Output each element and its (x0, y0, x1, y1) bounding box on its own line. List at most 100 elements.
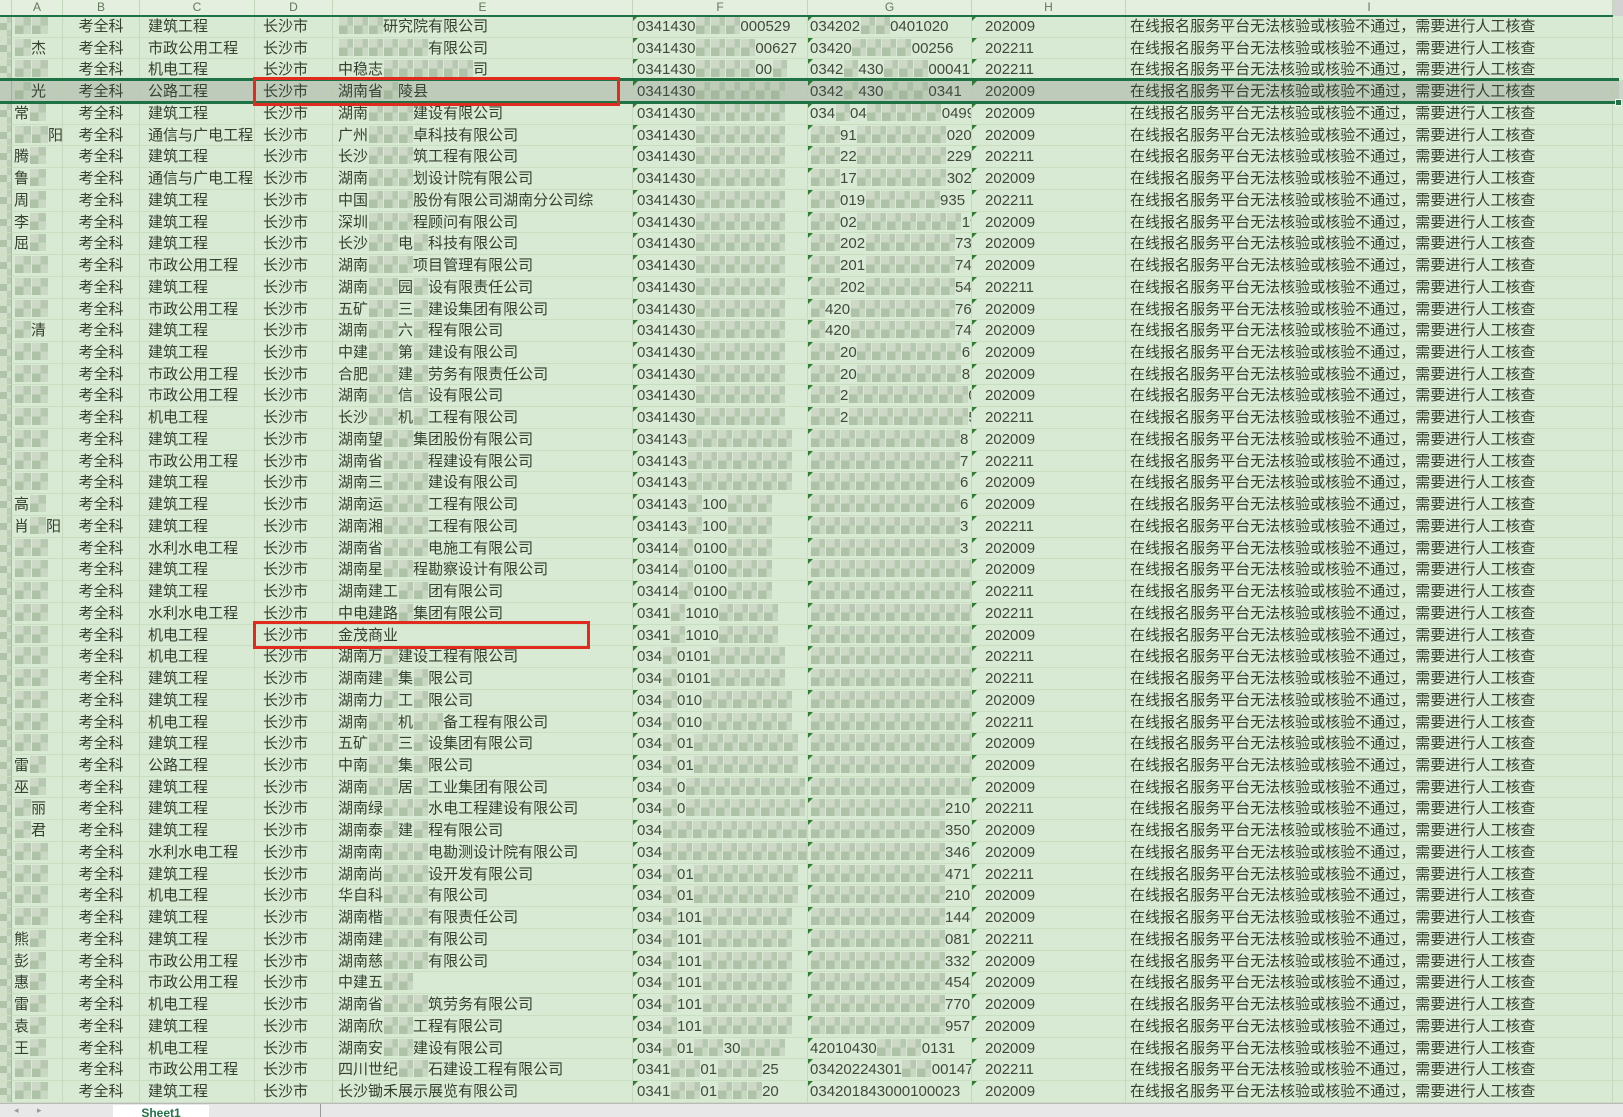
cell-company[interactable]: 合肥建劳务有限责任公司 (333, 363, 633, 386)
cell-period[interactable]: 202211 (972, 928, 1126, 951)
cell-name[interactable]: 丽 (12, 798, 63, 821)
cell-cert-no-2[interactable] (808, 733, 972, 755)
cell-remark[interactable]: 在线报名服务平台无法核验或核验不通过，需要进行人工核查 (1126, 798, 1613, 821)
cell-company[interactable]: 湖南 项目管理有限公司 (333, 255, 633, 277)
cell-city[interactable]: 长沙市 (255, 754, 333, 777)
cell-city[interactable]: 长沙市 (255, 1037, 333, 1060)
cell-remark[interactable]: 在线报名服务平台无法核验或核验不通过，需要进行人工核查 (1126, 689, 1613, 712)
cell-city[interactable]: 长沙市 (255, 994, 333, 1016)
cell-major[interactable]: 建筑工程 (140, 776, 255, 799)
cell-remark[interactable]: 在线报名服务平台无法核验或核验不通过，需要进行人工核查 (1126, 841, 1613, 864)
cell-cert-no-1[interactable]: 034 101 (633, 928, 808, 951)
cell-cert-no-1[interactable]: 0341430 (633, 298, 808, 321)
cell-name[interactable] (12, 255, 63, 277)
cell-cert-no-1[interactable]: 034 (633, 820, 808, 842)
cell-remark[interactable]: 在线报名服务平台无法核验或核验不通过，需要进行人工核查 (1126, 233, 1613, 256)
cell-major[interactable]: 建筑工程 (140, 276, 255, 299)
cell-city[interactable]: 长沙市 (255, 102, 333, 125)
cell-city[interactable]: 长沙市 (255, 59, 333, 82)
cell-major[interactable]: 机电工程 (140, 711, 255, 734)
cell-cert-no-2[interactable]: 210 (808, 798, 972, 821)
cell-remark[interactable]: 在线报名服务平台无法核验或核验不通过，需要进行人工核查 (1126, 515, 1613, 538)
cell-company[interactable]: 湖南园设有限责任公司 (333, 276, 633, 299)
cell-name[interactable] (12, 298, 63, 321)
cell-cert-no-1[interactable]: 0341430 (633, 233, 808, 256)
cell-name[interactable]: 彭 (12, 950, 63, 973)
cell-major[interactable]: 建筑工程 (140, 428, 255, 451)
cell-name[interactable] (12, 450, 63, 473)
cell-subject[interactable]: 考全科 (63, 515, 140, 538)
cell-major[interactable]: 市政公用工程 (140, 950, 255, 973)
cell-name[interactable] (12, 711, 63, 734)
cell-city[interactable]: 长沙市 (255, 711, 333, 734)
cell-period[interactable]: 202009 (972, 689, 1126, 712)
cell-major[interactable]: 建筑工程 (140, 102, 255, 125)
cell-period[interactable]: 202211 (972, 515, 1126, 538)
cell-subject[interactable]: 考全科 (63, 16, 140, 38)
cell-subject[interactable]: 考全科 (63, 168, 140, 190)
cell-remark[interactable]: 在线报名服务平台无法核验或核验不通过，需要进行人工核查 (1126, 1037, 1613, 1060)
cell-remark[interactable]: 在线报名服务平台无法核验或核验不通过，需要进行人工核查 (1126, 537, 1613, 560)
cell-subject[interactable]: 考全科 (63, 450, 140, 473)
cell-city[interactable]: 长沙市 (255, 428, 333, 451)
cell-remark[interactable]: 在线报名服务平台无法核验或核验不通过，需要进行人工核查 (1126, 602, 1613, 625)
cell-city[interactable]: 长沙市 (255, 515, 333, 538)
row-number-header[interactable] (0, 0, 12, 16)
column-header-A[interactable]: A (12, 0, 63, 16)
cell-period[interactable]: 202211 (972, 146, 1126, 169)
cell-major[interactable]: 市政公用工程 (140, 450, 255, 473)
cell-remark[interactable]: 在线报名服务平台无法核验或核验不通过，需要进行人工核查 (1126, 494, 1613, 516)
cell-major[interactable]: 市政公用工程 (140, 972, 255, 995)
cell-remark[interactable]: 在线报名服务平台无法核验或核验不通过，需要进行人工核查 (1126, 298, 1613, 321)
cell-company[interactable]: 湖南慈 有限公司 (333, 950, 633, 973)
cell-company[interactable]: 长沙 筑工程有限公司 (333, 146, 633, 169)
cell-cert-no-1[interactable]: 034 01 (633, 863, 808, 886)
cell-cert-no-1[interactable]: 034 101 (633, 994, 808, 1016)
cell-company[interactable]: 湖南欣 工程有限公司 (333, 1015, 633, 1038)
cell-city[interactable]: 长沙市 (255, 559, 333, 582)
cell-city[interactable]: 长沙市 (255, 168, 333, 190)
cell-period[interactable]: 202009 (972, 168, 1126, 190)
cell-remark[interactable]: 在线报名服务平台无法核验或核验不通过，需要进行人工核查 (1126, 16, 1613, 38)
cell-cert-no-1[interactable]: 034 101 (633, 1015, 808, 1038)
cell-subject[interactable]: 考全科 (63, 537, 140, 560)
cell-company[interactable]: 湖南省 程建设有限公司 (333, 450, 633, 473)
cell-major[interactable]: 市政公用工程 (140, 255, 255, 277)
cell-remark[interactable]: 在线报名服务平台无法核验或核验不通过，需要进行人工核查 (1126, 211, 1613, 234)
cell-remark[interactable]: 在线报名服务平台无法核验或核验不通过，需要进行人工核查 (1126, 1059, 1613, 1081)
cell-subject[interactable]: 考全科 (63, 1037, 140, 1060)
cell-company[interactable]: 湖南机备工程有限公司 (333, 711, 633, 734)
cell-company[interactable]: 五矿三建设集团有限公司 (333, 298, 633, 321)
column-header-I[interactable]: I (1126, 0, 1613, 16)
cell-company[interactable]: 有限公司 (333, 37, 633, 60)
cell-cert-no-2[interactable]: 22 229 (808, 146, 972, 169)
cell-period[interactable]: 202211 (972, 1059, 1126, 1081)
cell-subject[interactable]: 考全科 (63, 668, 140, 690)
cell-cert-no-2[interactable]: 202 73 (808, 233, 972, 256)
cell-cert-no-1[interactable]: 03414 0100 (633, 581, 808, 603)
cell-remark[interactable]: 在线报名服务平台无法核验或核验不通过，需要进行人工核查 (1126, 1015, 1613, 1038)
cell-remark[interactable]: 在线报名服务平台无法核验或核验不通过，需要进行人工核查 (1126, 37, 1613, 60)
cell-company[interactable]: 湖南星 程勘察设计有限公司 (333, 559, 633, 582)
cell-cert-no-2[interactable]: 20 8 (808, 363, 972, 386)
cell-cert-no-1[interactable]: 0341430 (633, 211, 808, 234)
cell-period[interactable]: 202009 (972, 233, 1126, 256)
cell-cert-no-2[interactable]: 034040499 (808, 102, 972, 125)
cell-subject[interactable]: 考全科 (63, 1059, 140, 1081)
cell-subject[interactable]: 考全科 (63, 1015, 140, 1038)
cell-subject[interactable]: 考全科 (63, 863, 140, 886)
cell-company[interactable]: 中建五 (333, 972, 633, 995)
cell-period[interactable]: 202009 (972, 494, 1126, 516)
cell-cert-no-1[interactable]: 034 0 (633, 798, 808, 821)
cell-name[interactable]: 袁 (12, 1015, 63, 1038)
cell-company[interactable]: 湖南 划设计院有限公司 (333, 168, 633, 190)
cell-subject[interactable]: 考全科 (63, 733, 140, 755)
cell-name[interactable] (12, 646, 63, 669)
cell-company[interactable]: 华自科 有限公司 (333, 885, 633, 908)
cell-company[interactable]: 湖南三 建设有限公司 (333, 472, 633, 495)
cell-period[interactable]: 202009 (972, 733, 1126, 755)
cell-period[interactable]: 202211 (972, 407, 1126, 429)
cell-remark[interactable]: 在线报名服务平台无法核验或核验不通过，需要进行人工核查 (1126, 559, 1613, 582)
cell-cert-no-2[interactable]: 770 (808, 994, 972, 1016)
cell-subject[interactable]: 考全科 (63, 798, 140, 821)
